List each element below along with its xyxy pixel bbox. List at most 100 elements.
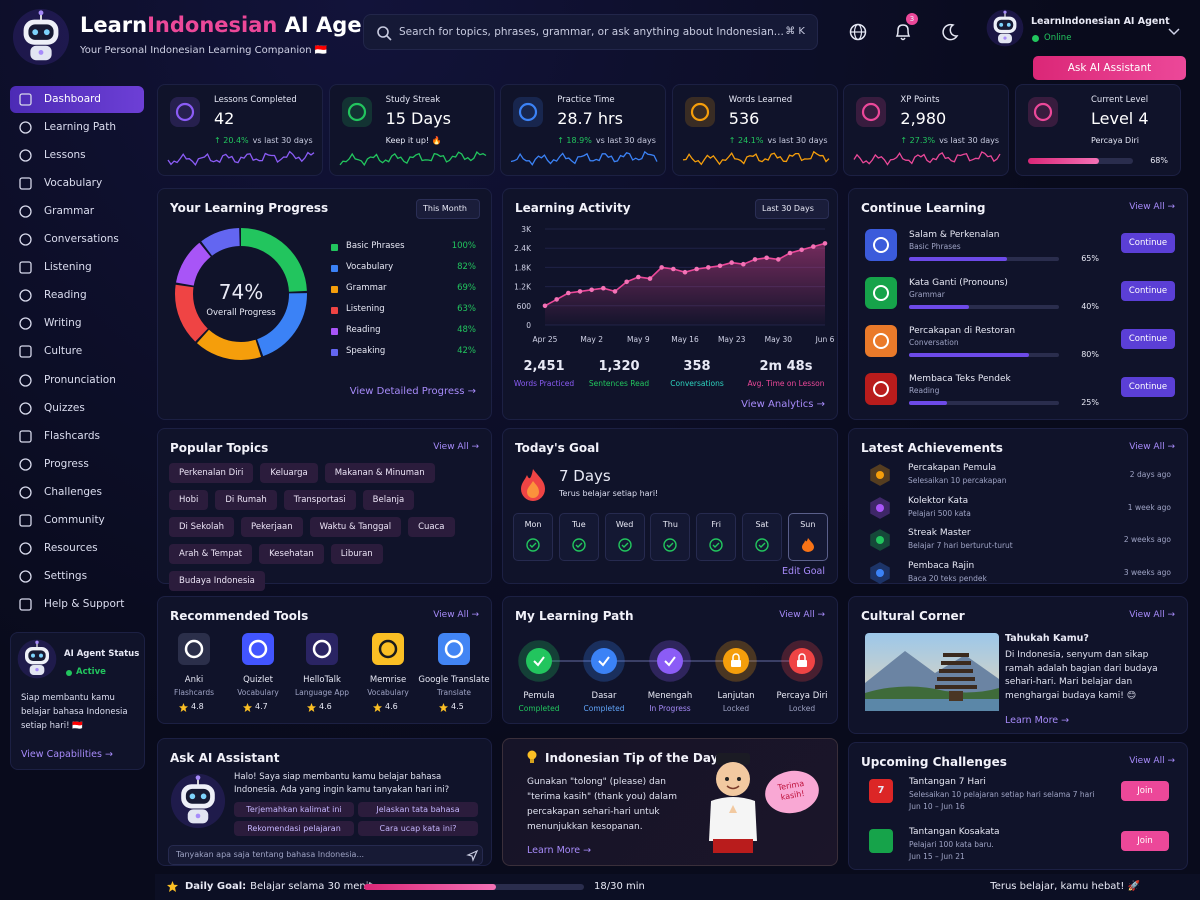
nav-item[interactable]: Reading [10,282,144,309]
tip-link[interactable]: Learn More → [527,845,592,856]
daily-goal-label: Daily Goal: [185,881,247,892]
nav-item[interactable]: Community [10,507,144,534]
filter-dropdown[interactable]: This Month [416,199,480,219]
nav-item[interactable]: Listening [10,254,144,281]
data-point [799,247,804,253]
ask-ai-button[interactable]: Ask AI Assistant [1033,56,1186,80]
suggestion-chip[interactable]: Terjemahkan kalimat ini [234,802,354,817]
day-check [572,538,586,552]
nav-icon [19,514,32,527]
nav-item[interactable]: Resources [10,535,144,562]
nav-item[interactable]: Quizzes [10,395,144,422]
search-box[interactable]: Search for topics, phrases, grammar, or … [363,14,818,50]
lesson-category: Reading [909,386,940,395]
continue-button[interactable]: Continue [1121,281,1175,301]
nav-item[interactable]: Settings [10,563,144,590]
continue-button[interactable]: Continue [1121,329,1175,349]
stat-change-period: vs last 30 days [939,136,1000,145]
nav-item[interactable]: Culture [10,338,144,365]
continue-button[interactable]: Continue [1121,377,1175,397]
suggestion-chip[interactable]: Jelaskan tata bahasa [358,802,478,817]
stat-icon [684,97,715,127]
nav-item[interactable]: Help & Support [10,591,144,618]
tool-type: Flashcards [174,688,214,697]
nav-item[interactable]: Challenges [10,479,144,506]
topic-tag[interactable]: Waktu & Tanggal [309,517,402,537]
search-shortcut: ⌘ K [785,26,805,37]
tool-name: Google Translate [418,675,490,685]
view-all-link[interactable]: View All → [1129,442,1175,452]
topic-tag[interactable]: Liburan [330,544,383,564]
topic-tag[interactable]: Di Rumah [215,490,277,510]
topic-tag[interactable]: Perkenalan Diri [169,463,254,483]
continue-button[interactable]: Continue [1121,233,1175,253]
topic-tag[interactable]: Belanja [362,490,415,510]
nav-item[interactable]: Grammar [10,198,144,225]
nav-item[interactable]: Flashcards [10,423,144,450]
donut-segment [175,228,307,360]
sparkline [339,151,486,167]
nav-item[interactable]: Lessons [10,142,144,169]
edit-goal-link[interactable]: Edit Goal [781,566,825,577]
suggestion-chip[interactable]: Rekomendasi pelajaran [234,821,354,836]
topic-tag[interactable]: Arah & Tempat [169,544,253,564]
stat-icon [170,97,200,127]
detailed-progress-link[interactable]: View Detailed Progress → [349,386,476,397]
assistant-input[interactable]: Tanyakan apa saja tentang bahasa Indones… [168,845,483,865]
overall-label: Overall Progress [206,308,276,318]
topic-tag[interactable]: Cuaca [408,517,455,537]
tool-rating: 4.6 [319,702,332,711]
topic-tag[interactable]: Kesehatan [259,544,324,564]
badge-core [876,471,884,479]
legend-name: Grammar [346,283,387,293]
topic-tag[interactable]: Budaya Indonesia [169,571,265,591]
check-ring [709,538,723,552]
nav-item[interactable]: Conversations [10,226,144,253]
stat-change-value: ↑ 18.9% [557,136,592,145]
nav-item[interactable]: Writing [10,310,144,337]
filter-dropdown[interactable]: Last 30 Days [755,199,829,219]
join-button[interactable]: Join [1121,831,1169,851]
chest-light [38,50,44,55]
join-button[interactable]: Join [1121,781,1169,801]
view-all-link[interactable]: View All → [779,610,825,620]
suggestion-chip[interactable]: Cara ucap kata ini? [358,821,478,836]
view-all-link[interactable]: View All → [1129,610,1175,620]
topic-tag[interactable]: Hobi [169,490,209,510]
stat-label: Practice Time [557,95,615,105]
nav-item[interactable]: Progress [10,451,144,478]
nav-icon [19,401,32,415]
topic-tag[interactable]: Transportasi [283,490,356,510]
x-tick-label: May 30 [765,335,793,344]
nav-item[interactable]: Learning Path [10,114,144,141]
data-point [787,250,793,256]
data-point [566,290,571,296]
x-tick-label: May 2 [580,335,603,344]
view-all-link[interactable]: View All → [433,442,479,452]
topic-tag[interactable]: Di Sekolah [169,517,235,537]
nav-item[interactable]: Vocabulary [10,170,144,197]
tool-rating: 4.6 [385,702,398,711]
learn-more-link[interactable]: Learn More → [1005,715,1070,726]
nav-icon [19,233,32,246]
view-all-link[interactable]: View All → [1129,202,1175,212]
status-dot [66,670,72,676]
challenge-dates: Jun 15 – Jun 21 [909,852,965,861]
nav-item[interactable]: Dashboard [10,86,144,113]
eye [189,793,196,800]
analytics-link[interactable]: View Analytics → [741,399,825,410]
achievement-badge [870,529,890,551]
rating-star [373,703,382,712]
topic-tag[interactable]: Makanan & Minuman [324,463,435,483]
legend-value: 100% [451,241,476,251]
view-all-link[interactable]: View All → [1129,756,1175,766]
nav-item[interactable]: Pronunciation [10,367,144,394]
view-all-link[interactable]: View All → [433,610,479,620]
topic-tag[interactable]: Keluarga [260,463,318,483]
x-tick-label: May 23 [718,335,746,344]
capabilities-link[interactable]: View Capabilities → [21,749,113,760]
stat-note: Keep it up! 🔥 [385,136,442,145]
goal-value: 7 Days [559,467,611,485]
daily-goal: Daily Goal: Belajar selama 30 menit [185,881,372,893]
topic-tag[interactable]: Pekerjaan [241,517,303,537]
